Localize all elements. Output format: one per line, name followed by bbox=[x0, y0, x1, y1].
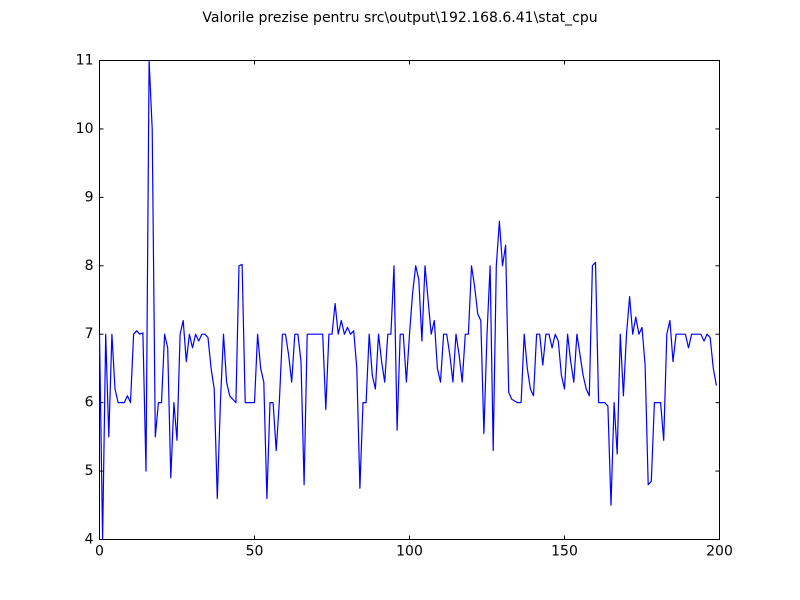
x-tick-label: 150 bbox=[551, 544, 578, 560]
y-tick-label: 4 bbox=[85, 532, 94, 548]
y-tick-label: 11 bbox=[76, 53, 94, 69]
y-tick-label: 5 bbox=[85, 463, 94, 479]
data-line bbox=[98, 59, 717, 541]
y-tick-label: 9 bbox=[85, 189, 94, 205]
axes-frame bbox=[99, 60, 720, 540]
y-tick-label: 8 bbox=[85, 258, 94, 274]
x-tick-label: 200 bbox=[706, 544, 733, 560]
chart-title: Valorile prezise pentru src\output\192.1… bbox=[202, 10, 597, 26]
x-tick-label: 0 bbox=[95, 544, 104, 560]
y-tick-label: 6 bbox=[85, 395, 94, 411]
x-tick-label: 50 bbox=[246, 544, 264, 560]
y-tick-label: 10 bbox=[76, 121, 94, 137]
y-tick-label: 7 bbox=[85, 326, 94, 342]
x-tick-label: 100 bbox=[396, 544, 423, 560]
